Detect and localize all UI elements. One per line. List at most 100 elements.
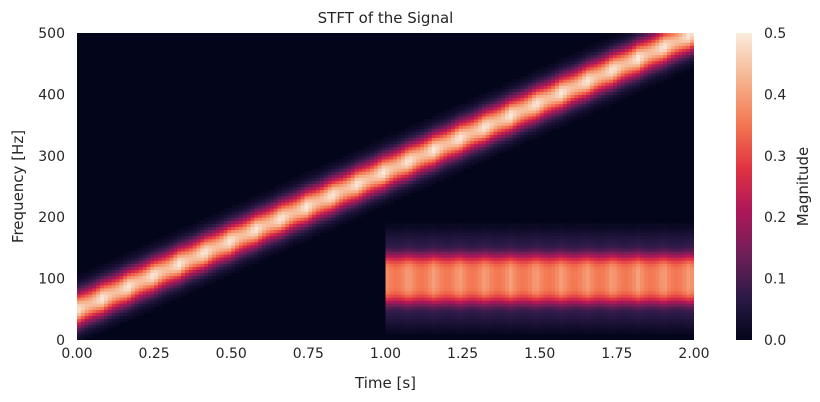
heatmap-cell: [578, 321, 583, 326]
heatmap-cell: [200, 278, 205, 283]
heatmap-cell: [520, 327, 525, 332]
heatmap-cell: [343, 180, 348, 185]
heatmap-cell: [524, 287, 529, 292]
heatmap-cell: [400, 146, 406, 151]
heatmap-cell: [208, 272, 213, 277]
heatmap-cell: [123, 306, 128, 310]
heatmap-cell: [539, 97, 545, 102]
heatmap-cell: [497, 91, 502, 95]
heatmap-cell: [439, 247, 444, 252]
heatmap-cell: [142, 287, 148, 292]
heatmap-cell: [512, 125, 518, 129]
heatmap-cell: [192, 260, 198, 264]
heatmap-cell: [169, 254, 175, 258]
heatmap-cell: [181, 257, 186, 261]
heatmap-cell: [385, 327, 390, 332]
heatmap-cell: [277, 235, 282, 240]
heatmap-cell: [246, 232, 252, 237]
heatmap-cell: [161, 247, 167, 252]
heatmap-cell: [508, 266, 514, 270]
heatmap-cell: [397, 241, 402, 246]
heatmap-cell: [281, 247, 286, 252]
heatmap-cell: [562, 118, 568, 123]
heatmap-cell: [501, 122, 506, 126]
heatmap-cell: [250, 211, 255, 215]
heatmap-cell: [597, 266, 603, 270]
heatmap-cell: [400, 260, 406, 264]
heatmap-cell: [265, 204, 271, 209]
heatmap-cell: [555, 82, 560, 86]
heatmap-cell: [547, 284, 552, 289]
heatmap-cell: [412, 303, 417, 307]
heatmap-cell: [370, 171, 375, 175]
heatmap-cell: [242, 247, 248, 252]
heatmap-cell: [138, 257, 144, 261]
heatmap-cell: [404, 269, 410, 274]
heatmap-cell: [516, 122, 522, 126]
heatmap-cell: [493, 88, 498, 92]
heatmap-cell: [208, 220, 213, 224]
heatmap-cell: [508, 244, 514, 249]
heatmap-cell: [142, 281, 148, 286]
heatmap-cell: [427, 149, 433, 154]
heatmap-cell: [532, 128, 537, 132]
heatmap-cell: [343, 201, 348, 206]
heatmap-cell: [539, 244, 545, 249]
heatmap-cell: [566, 290, 572, 295]
heatmap-cell: [547, 79, 552, 83]
heatmap-cell: [412, 275, 417, 280]
heatmap-cell: [385, 330, 390, 335]
heatmap-cell: [335, 214, 340, 218]
heatmap-cell: [296, 226, 302, 231]
heatmap-cell: [555, 125, 560, 129]
heatmap-cell: [181, 263, 186, 267]
heatmap-cell: [184, 287, 190, 292]
heatmap-cell: [535, 303, 541, 307]
heatmap-cell: [107, 312, 113, 317]
heatmap-cell: [489, 149, 495, 154]
heatmap-cell: [574, 106, 579, 111]
heatmap-cell: [443, 290, 448, 295]
heatmap-cell: [470, 115, 475, 120]
heatmap-cell: [223, 223, 228, 228]
heatmap-cell: [130, 278, 136, 283]
heatmap-cell: [385, 177, 390, 181]
heatmap-cell: [462, 155, 468, 160]
heatmap-cell: [370, 158, 375, 163]
heatmap-cell: [447, 293, 452, 298]
heatmap-cell: [539, 318, 545, 323]
heatmap-cell: [458, 247, 464, 252]
heatmap-cell: [512, 266, 518, 270]
heatmap-cell: [478, 293, 483, 298]
heatmap-cell: [470, 97, 475, 102]
heatmap-cell: [574, 327, 579, 332]
heatmap-cell: [346, 177, 352, 181]
heatmap-cell: [385, 247, 390, 252]
heatmap-cell: [408, 229, 414, 234]
heatmap-cell: [339, 220, 344, 224]
heatmap-cell: [339, 192, 344, 197]
heatmap-cell: [524, 128, 529, 132]
heatmap-cell: [107, 315, 113, 320]
heatmap-cell: [362, 152, 367, 157]
heatmap-cell: [570, 324, 576, 329]
heatmap-cell: [208, 229, 213, 234]
heatmap-cell: [447, 134, 452, 138]
heatmap-cell: [377, 155, 383, 160]
heatmap-cell: [408, 131, 414, 135]
heatmap-cell: [474, 115, 479, 120]
heatmap-cell: [227, 247, 232, 252]
heatmap-cell: [142, 278, 148, 283]
heatmap-cell: [447, 137, 452, 142]
heatmap-cell: [505, 232, 510, 237]
heatmap-cell: [497, 131, 502, 135]
heatmap-cell: [516, 229, 522, 234]
heatmap-cell: [323, 226, 329, 231]
heatmap-cell: [474, 161, 479, 166]
heatmap-cell: [505, 229, 510, 234]
heatmap-cell: [431, 272, 437, 277]
heatmap-cell: [501, 223, 506, 228]
heatmap-cell: [435, 312, 441, 317]
heatmap-cell: [582, 318, 587, 323]
heatmap-cell: [578, 103, 583, 108]
